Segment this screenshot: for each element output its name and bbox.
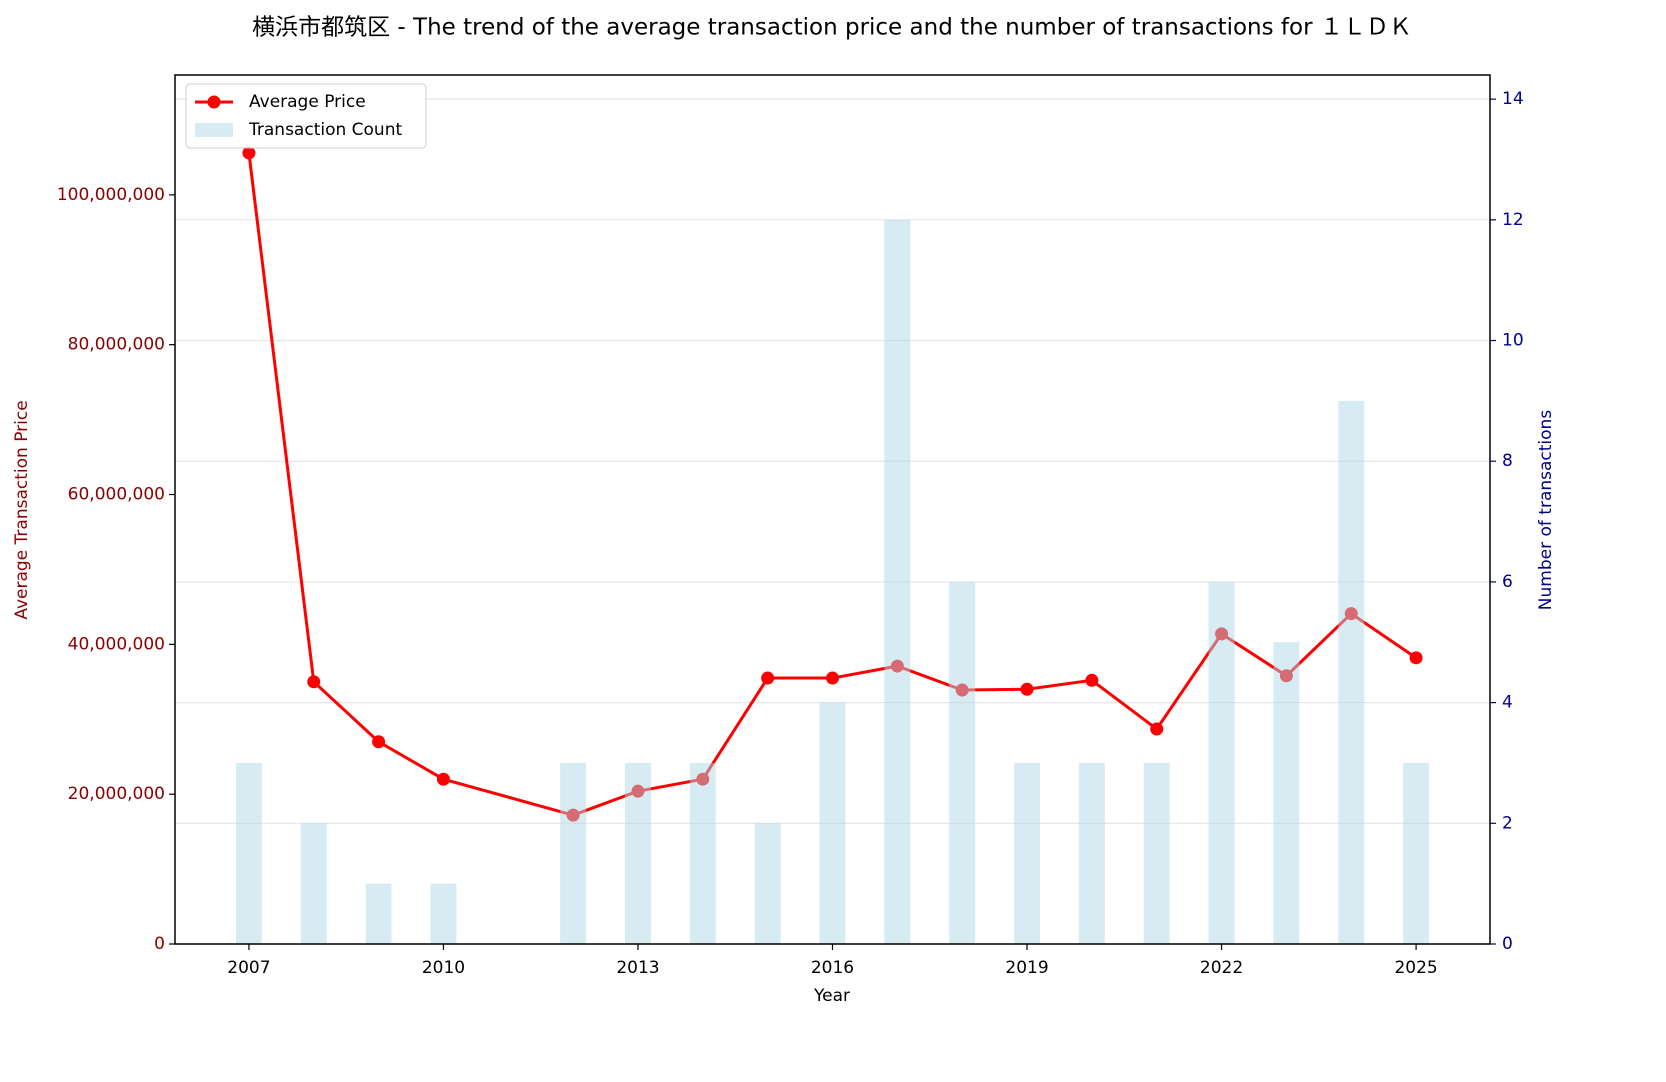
price-marker (826, 671, 839, 685)
count-bar (1273, 642, 1300, 944)
y2-tick-label: 12 (1502, 210, 1524, 230)
plot-frame (174, 74, 1491, 945)
y2-axis-label: Number of transactions (1536, 410, 1556, 611)
x-tick-label: 2025 (1394, 958, 1437, 978)
count-bar (430, 883, 457, 944)
count-bar (560, 762, 587, 944)
y-tick-label: 0 (154, 934, 165, 954)
count-bar (1143, 762, 1170, 944)
count-bar (1338, 400, 1365, 944)
y-tick-label: 20,000,000 (68, 784, 165, 804)
price-marker (761, 671, 775, 685)
count-bar (365, 883, 392, 944)
y-axis-label: Average Transaction Price (12, 400, 32, 619)
count-bar (1014, 762, 1040, 944)
y-tick-label: 80,000,000 (68, 335, 165, 355)
price-marker (307, 675, 321, 689)
count-bar (949, 581, 976, 944)
y2-tick-label: 8 (1502, 451, 1513, 471)
y2-tick-label: 6 (1502, 572, 1513, 592)
y-tick-label: 60,000,000 (68, 485, 165, 505)
y-tick-label: 40,000,000 (68, 634, 165, 654)
price-marker (242, 146, 256, 160)
x-tick-label: 2022 (1200, 958, 1243, 978)
count-bar (625, 762, 651, 944)
y-tick-label: 100,000,000 (57, 185, 165, 205)
count-bar (689, 762, 716, 944)
price-marker (1085, 673, 1099, 687)
price-marker (1020, 682, 1034, 696)
x-tick-label: 2013 (616, 958, 659, 978)
legend-label: Transaction Count (248, 120, 402, 140)
count-bar (819, 702, 846, 944)
price-marker (372, 735, 386, 749)
y2-tick-label: 0 (1502, 934, 1513, 954)
y2-tick-label: 10 (1502, 331, 1524, 351)
y2-tick-label: 2 (1502, 813, 1513, 833)
x-tick-label: 2007 (227, 958, 270, 978)
legend: Average Price Transaction Count (185, 83, 427, 149)
legend-marker (207, 95, 221, 109)
legend-swatch (195, 123, 233, 137)
y2-tick-label: 14 (1502, 89, 1524, 109)
count-bar (235, 762, 262, 944)
count-bar (300, 823, 327, 944)
x-axis-label: Year (813, 986, 850, 1006)
count-bar (1078, 762, 1105, 944)
price-marker (1409, 651, 1423, 665)
y2-tick-label: 4 (1502, 693, 1513, 713)
x-tick-label: 2016 (811, 958, 854, 978)
count-bar (1403, 762, 1430, 944)
count-bar (884, 219, 911, 945)
count-bar (754, 823, 781, 944)
price-marker (1150, 722, 1164, 736)
count-bar (1208, 581, 1235, 944)
chart-title: 横浜市都筑区 - The trend of the average transa… (252, 15, 1412, 41)
legend-box (185, 83, 427, 149)
x-tick-label: 2010 (422, 958, 465, 978)
legend-label: Average Price (249, 92, 366, 112)
price-marker (436, 772, 450, 786)
x-tick-label: 2019 (1005, 958, 1048, 978)
